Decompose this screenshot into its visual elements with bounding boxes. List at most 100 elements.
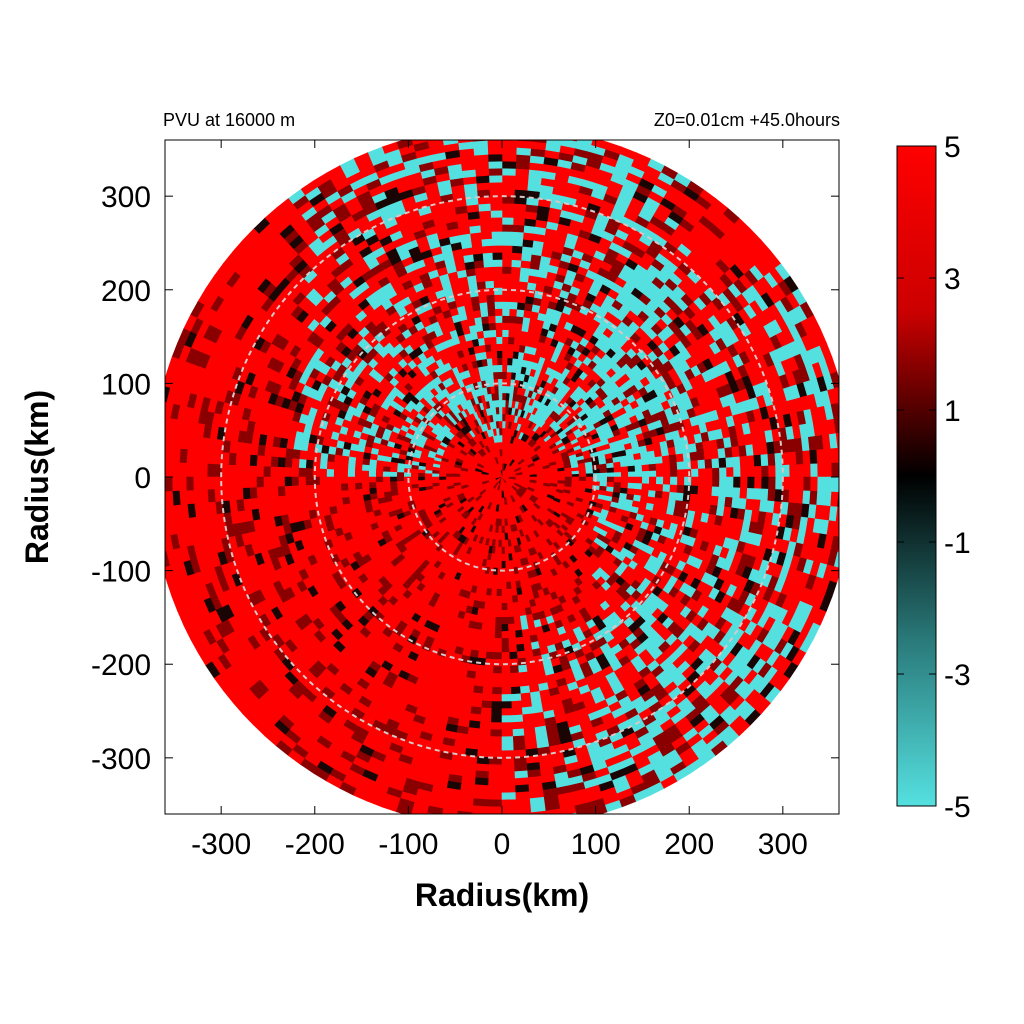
heatmap-cell bbox=[483, 266, 494, 275]
heatmap-cell bbox=[613, 466, 622, 473]
heatmap-cell bbox=[479, 308, 489, 318]
heatmap-cell bbox=[496, 588, 503, 597]
heatmap-cell bbox=[417, 472, 426, 478]
heatmap-cell bbox=[669, 476, 678, 486]
heatmap-cell bbox=[291, 476, 299, 487]
heatmap-cell bbox=[475, 273, 486, 283]
heatmap-cell bbox=[648, 469, 657, 478]
heatmap-cell bbox=[382, 476, 391, 483]
heatmap-cell bbox=[634, 482, 643, 490]
heatmap-cell bbox=[410, 476, 419, 482]
heatmap-cell bbox=[291, 449, 301, 460]
heatmap-cell bbox=[475, 280, 486, 290]
heatmap-cell bbox=[669, 461, 678, 471]
heatmap-cell bbox=[639, 494, 649, 503]
heatmap-cell bbox=[482, 259, 494, 268]
heatmap-cell bbox=[479, 728, 492, 737]
heatmap-cell bbox=[620, 476, 629, 483]
heatmap-cell bbox=[520, 259, 531, 269]
heatmap-cell bbox=[491, 708, 503, 717]
heatmap-cell bbox=[492, 680, 503, 688]
heatmap-cell bbox=[319, 452, 329, 463]
heatmap-cell bbox=[248, 465, 257, 478]
heatmap-cell bbox=[480, 231, 492, 240]
heatmap-cell bbox=[613, 481, 622, 488]
heatmap-cell bbox=[305, 476, 313, 486]
heatmap-cell bbox=[263, 486, 272, 499]
heatmap-cell bbox=[486, 581, 494, 590]
heatmap-cell bbox=[486, 308, 496, 317]
heatmap-cell bbox=[620, 465, 629, 473]
heatmap-cell bbox=[677, 476, 685, 486]
heatmap-cell bbox=[490, 722, 503, 731]
heatmap-cell bbox=[675, 452, 685, 463]
heatmap-cell bbox=[655, 469, 664, 478]
heatmap-cell bbox=[606, 485, 615, 493]
heatmap-cell bbox=[249, 487, 258, 500]
heatmap-cell bbox=[501, 273, 512, 281]
heatmap-cell bbox=[493, 287, 503, 295]
heatmap-cell bbox=[333, 490, 343, 500]
heatmap-cell bbox=[277, 486, 286, 497]
heatmap-cell bbox=[362, 452, 371, 460]
heatmap-cell bbox=[753, 487, 762, 500]
heatmap-cell bbox=[361, 464, 370, 472]
heatmap-cell bbox=[484, 601, 492, 611]
heatmap-cell bbox=[482, 693, 493, 702]
heatmap-cell bbox=[705, 476, 713, 487]
heatmap-cell bbox=[704, 485, 713, 496]
heatmap-cell bbox=[473, 473, 482, 478]
heatmap-cell bbox=[382, 481, 391, 488]
heatmap-cell bbox=[516, 294, 527, 304]
heatmap-cell bbox=[564, 476, 573, 481]
heatmap-cell bbox=[501, 687, 512, 695]
heatmap-cell bbox=[501, 413, 506, 422]
heatmap-cell bbox=[495, 609, 503, 618]
heatmap-cell bbox=[298, 458, 307, 469]
heatmap-cell bbox=[494, 637, 503, 646]
heatmap-cell bbox=[726, 476, 735, 488]
heatmap-cell bbox=[354, 482, 363, 491]
heatmap-cell bbox=[490, 602, 497, 611]
heatmap-cell bbox=[389, 471, 398, 478]
heatmap-cell bbox=[512, 728, 525, 737]
heatmap-cell bbox=[516, 650, 527, 660]
heatmap-cell bbox=[319, 484, 328, 494]
heatmap-cell bbox=[482, 615, 491, 625]
heatmap-cell bbox=[489, 336, 497, 345]
heatmap-cell bbox=[626, 487, 636, 495]
heatmap-cell bbox=[491, 701, 503, 710]
heatmap-cell bbox=[733, 476, 742, 488]
heatmap-cell bbox=[519, 330, 528, 340]
heatmap-cell bbox=[492, 273, 503, 281]
heatmap-cell bbox=[291, 458, 300, 469]
heatmap-cell bbox=[368, 476, 377, 484]
heatmap-cell bbox=[270, 456, 279, 468]
heatmap-cell bbox=[620, 471, 629, 478]
heatmap-cell bbox=[483, 273, 494, 282]
heatmap-cell bbox=[361, 476, 370, 484]
heatmap-cell bbox=[641, 463, 650, 472]
heatmap-cell bbox=[493, 644, 503, 653]
heatmap-cell bbox=[501, 378, 507, 387]
heatmap-cell bbox=[495, 616, 503, 625]
heatmap-cell bbox=[613, 486, 622, 493]
heatmap-cell bbox=[501, 659, 511, 667]
heatmap-cell bbox=[684, 468, 692, 478]
heatmap-cell bbox=[703, 449, 713, 460]
heatmap-cell bbox=[389, 466, 398, 473]
heatmap-cell bbox=[493, 567, 499, 576]
heatmap-cell bbox=[599, 480, 608, 487]
heatmap-field bbox=[165, 140, 839, 814]
heatmap-cell bbox=[704, 458, 713, 469]
heatmap-cell bbox=[312, 451, 322, 462]
heatmap-cell bbox=[326, 476, 335, 486]
heatmap-cell bbox=[417, 469, 426, 474]
heatmap-cell bbox=[655, 476, 664, 485]
heatmap-cell bbox=[509, 294, 519, 303]
heatmap-cell bbox=[501, 287, 511, 295]
heatmap-cell bbox=[477, 294, 488, 304]
heatmap-cell bbox=[361, 458, 371, 466]
heatmap-cell bbox=[354, 457, 364, 466]
